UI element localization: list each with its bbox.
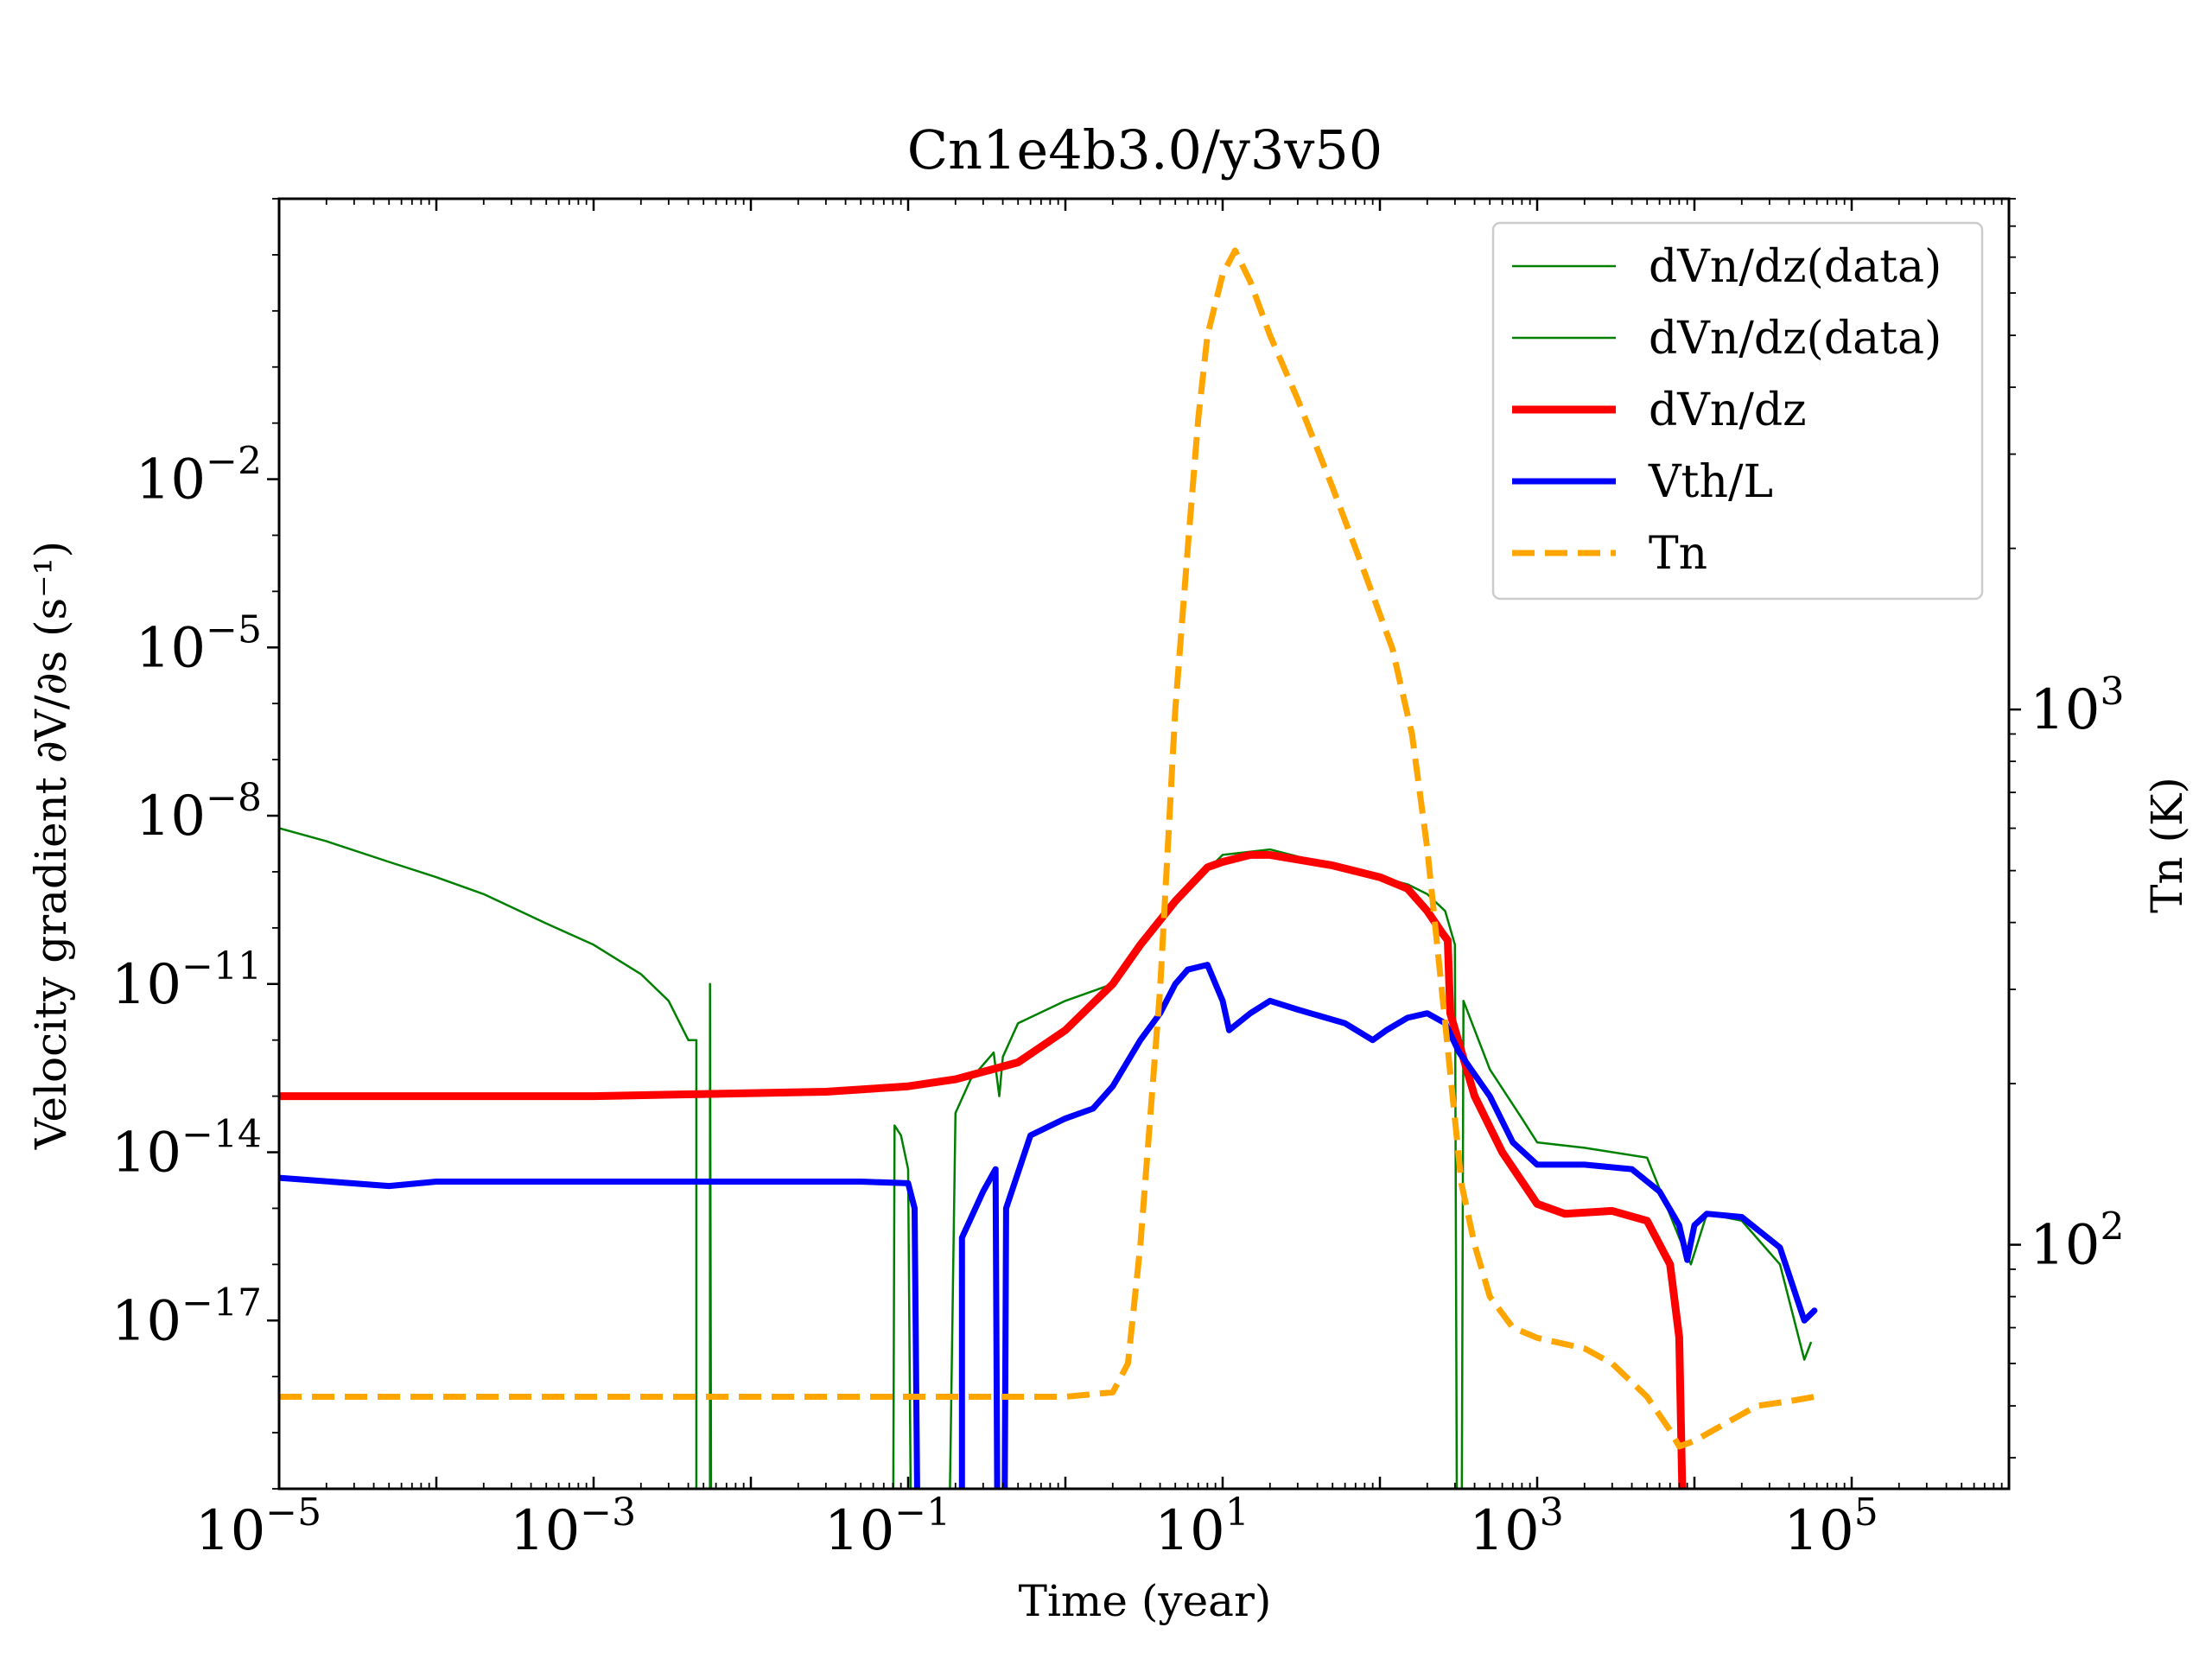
series-line-3: [279, 962, 1818, 1489]
y-axis-title: Velocity gradient ∂V/∂s (s⁻¹): [26, 541, 76, 1150]
x-tick-label: 105: [1783, 1491, 1878, 1563]
series-line-0: [279, 827, 1812, 1489]
legend-label-2: dVn/dz: [1649, 385, 1807, 436]
y-tick-label: 10−2: [136, 440, 262, 512]
legend-label-1: dVn/dz(data): [1649, 313, 1942, 365]
y2-tick-label: 103: [2030, 670, 2124, 742]
x-tick-label: 101: [1154, 1491, 1249, 1563]
y-tick-label: 10−8: [136, 776, 262, 849]
x-tick-label: 10−5: [195, 1491, 321, 1563]
x-axis: 10−5 10−3 10−1 101 103 105: [195, 199, 2003, 1563]
legend-label-0: dVn/dz(data): [1649, 241, 1942, 293]
series-line-4: [279, 247, 1815, 1450]
chart-title: Cn1e4b3.0/y3v50: [907, 118, 1383, 181]
x-tick-label: 10−3: [510, 1491, 636, 1563]
y-tick-label: 10−17: [111, 1281, 262, 1353]
legend-label-3: Vth/L: [1648, 456, 1773, 508]
plot-frame: [277, 197, 2011, 1491]
y-axis-right: 103 102: [2009, 198, 2124, 1459]
series-line-2: [279, 850, 1687, 1489]
y2-axis-title: Tn (K): [2142, 777, 2192, 913]
y-tick-label: 10−11: [111, 944, 262, 1017]
y-tick-label: 10−14: [111, 1113, 262, 1185]
legend: dVn/dz(data) dVn/dz(data) dVn/dz Vth/L Tn: [1491, 221, 1984, 601]
x-tick-label: 103: [1469, 1491, 1563, 1563]
x-tick-label: 10−1: [824, 1491, 950, 1563]
x-axis-title: Time (year): [1019, 1576, 1272, 1626]
legend-box: [1491, 221, 1984, 601]
legend-label-4: Tn: [1649, 528, 1707, 580]
y2-tick-label: 102: [2030, 1205, 2124, 1278]
y-tick-label: 10−5: [136, 607, 262, 680]
y-axis-left: 10−2 10−5 10−8 10−11 10−14 10−17: [111, 198, 279, 1490]
series-layer: [279, 247, 1818, 1489]
